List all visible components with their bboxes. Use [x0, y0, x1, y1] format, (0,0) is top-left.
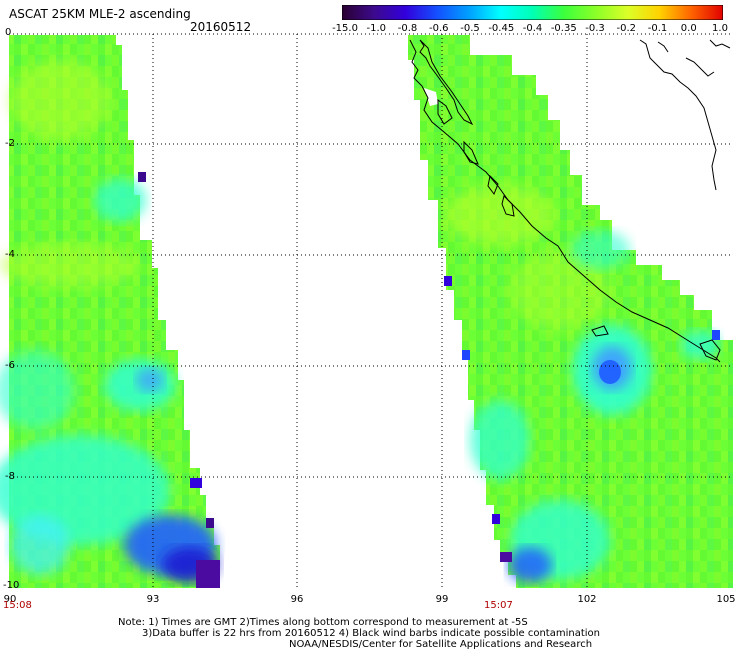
y-label-0: 0 — [5, 27, 12, 38]
right-blue-pixel-4 — [712, 330, 720, 340]
coast-9 — [709, 39, 731, 49]
colorbar-label: 0.0 — [680, 23, 697, 34]
y-label-8: -8 — [5, 471, 15, 482]
colorbar-label: -15.0 — [332, 23, 358, 34]
right-blue-patch-2 — [508, 547, 552, 583]
colorbar-label: -0.35 — [550, 23, 577, 34]
colorbar-label: -1.0 — [366, 23, 387, 34]
right-blue-pixel — [444, 276, 452, 286]
colorbar-label: -0.1 — [647, 23, 668, 34]
island-8 — [657, 41, 669, 53]
y-label-2: -2 — [5, 138, 15, 149]
left-purple-block — [196, 560, 220, 588]
right-swath — [408, 35, 733, 588]
note-line-2: 3)Data buffer is 22 hrs from 20160512 4)… — [142, 628, 600, 639]
island-6 — [699, 339, 721, 361]
left-yellow-patch-2 — [0, 243, 140, 287]
colorbar-label: -0.6 — [428, 23, 449, 34]
x-label-105: 105 — [716, 594, 736, 605]
map-date: 20160512 — [190, 20, 252, 34]
left-yellow-patch — [10, 60, 110, 140]
colorbar-label: -0.3 — [585, 23, 605, 34]
note-line-1: Note: 1) Times are GMT 2)Times along bot… — [118, 617, 528, 628]
note-line-3: NOAA/NESDIS/Center for Satellite Applica… — [289, 639, 593, 650]
map-panel — [0, 33, 733, 588]
left-cyan-patch — [94, 178, 146, 222]
x-label-96: 96 — [290, 594, 304, 605]
time-right: 15:07 — [484, 600, 513, 611]
right-blue-pixel-2 — [462, 350, 470, 360]
colorbar-label: 1.0 — [712, 23, 728, 34]
sumatra-coast — [409, 39, 721, 363]
gridlines — [9, 33, 733, 588]
island-3 — [487, 174, 499, 196]
time-left: 15:08 — [3, 600, 32, 611]
colorbar-label: -0.2 — [616, 23, 637, 34]
left-purple-pixel — [138, 172, 146, 182]
map-title: ASCAT 25KM MLE-2 ascending — [9, 7, 191, 21]
right-blue-core — [599, 360, 621, 384]
y-label-10: -10 — [3, 580, 20, 591]
colorbar-label: -0.8 — [397, 23, 418, 34]
y-label-4: -4 — [5, 249, 15, 260]
land-patch — [424, 88, 438, 106]
left-cyan-patch-2 — [0, 350, 75, 430]
island-chain-1 — [419, 39, 474, 126]
x-label-102: 102 — [577, 594, 597, 605]
colorbar-label: -0.45 — [488, 23, 515, 34]
left-swath — [0, 35, 220, 588]
left-cyan-patch-5 — [10, 515, 70, 575]
x-label-93: 93 — [146, 594, 160, 605]
island-5 — [591, 325, 609, 337]
left-blue-patch — [136, 368, 164, 392]
right-blue-pixel-3 — [492, 514, 500, 524]
y-label-6: -6 — [5, 360, 15, 371]
x-label-99: 99 — [435, 594, 449, 605]
coastlines — [409, 39, 731, 363]
right-cyan-patch — [570, 230, 630, 270]
colorbar-label: -0.5 — [460, 23, 480, 34]
borneo-coast — [639, 39, 717, 191]
island-7 — [685, 57, 715, 77]
island-1 — [437, 99, 453, 125]
right-purple-pixel — [500, 552, 512, 562]
island-2 — [463, 140, 479, 165]
colorbar-label: -0.4 — [522, 23, 543, 34]
x-label-90: 90 — [3, 594, 17, 605]
right-yellow-patch-2 — [510, 250, 610, 330]
right-cyan-patch-3 — [470, 400, 530, 480]
left-blue-pixel — [190, 478, 202, 488]
right-yellow-patch — [445, 185, 555, 245]
left-purple-pixel-2 — [206, 518, 214, 528]
island-4 — [501, 195, 515, 217]
